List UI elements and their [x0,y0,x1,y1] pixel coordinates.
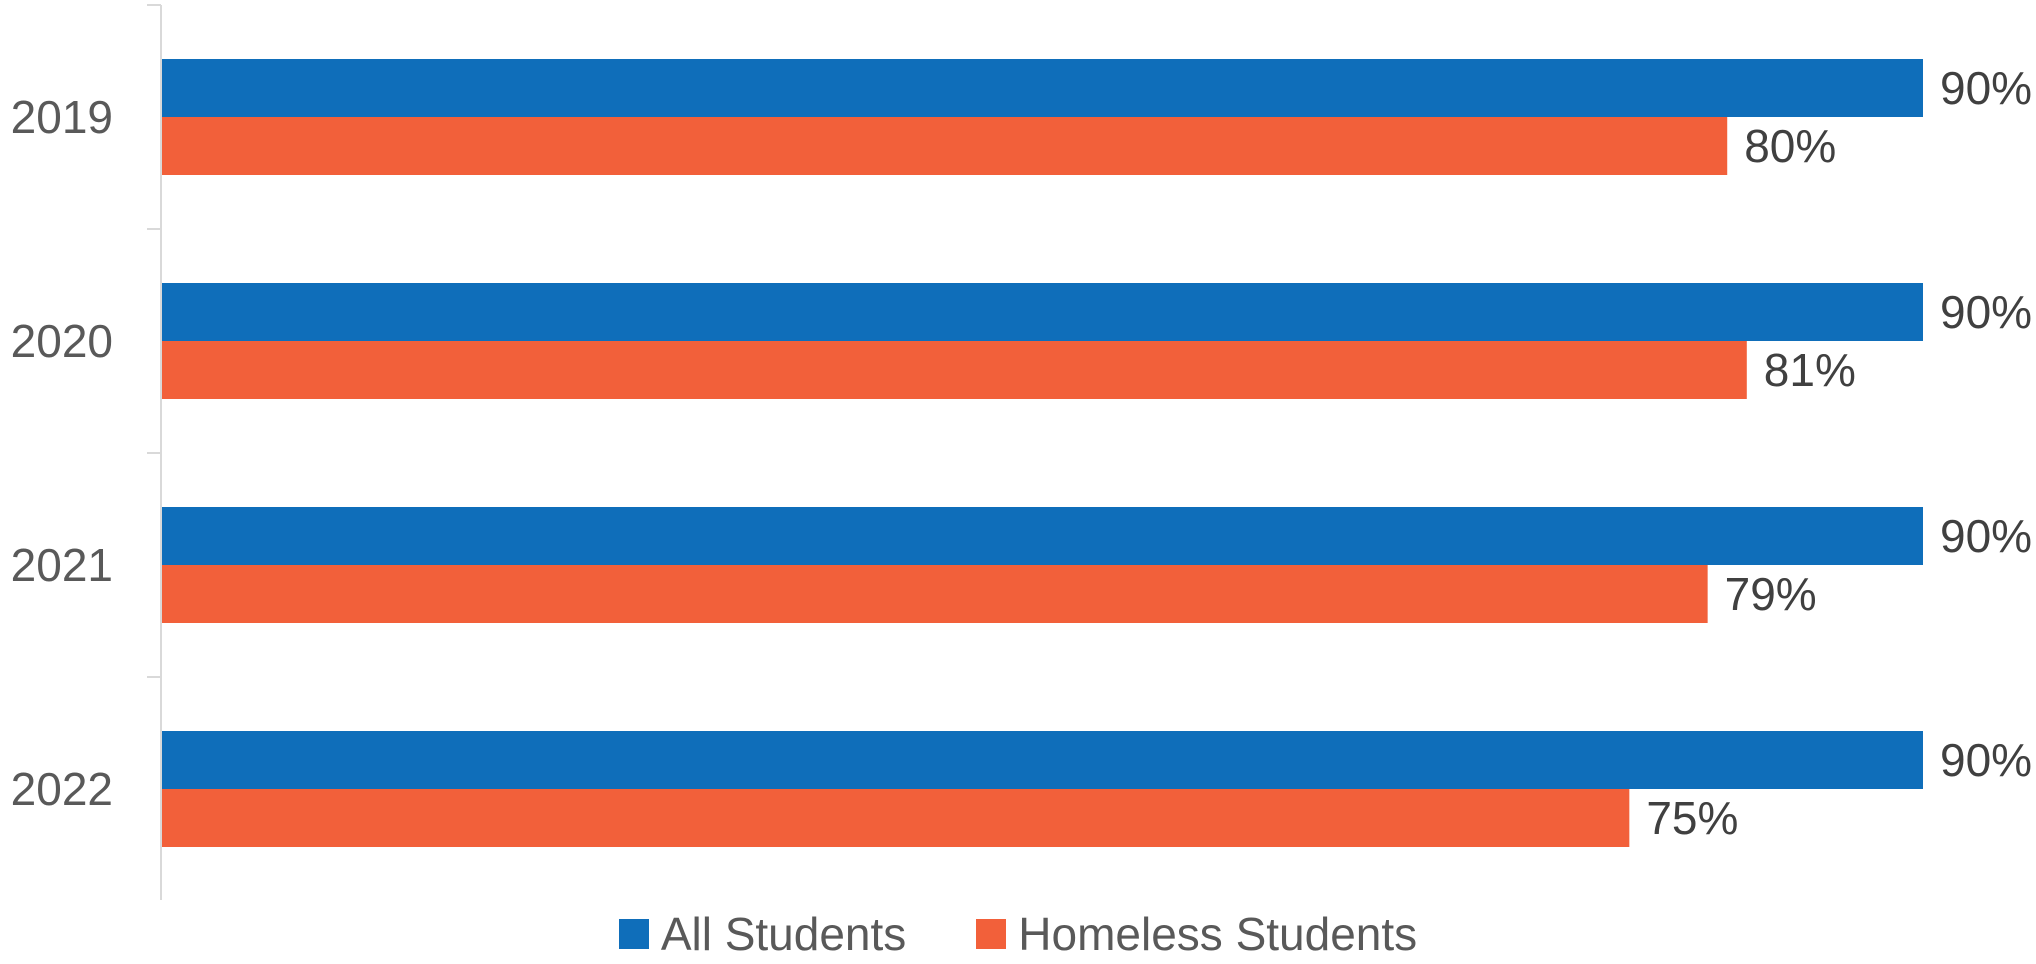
data-label-all-students-2021: 90% [1940,510,2032,562]
data-label-homeless-students-2020: 81% [1764,344,1856,396]
bar-homeless-students-2019 [162,117,1728,175]
data-label-homeless-students-2021: 79% [1725,568,1817,620]
data-label-all-students-2020: 90% [1940,286,2032,338]
legend-swatch-homeless-students [976,919,1007,949]
data-label-homeless-students-2022: 75% [1646,792,1738,844]
bar-homeless-students-2021 [162,565,1708,623]
legend: All Students Homeless Students [0,905,2036,963]
category-label-2020: 2020 [11,315,113,367]
legend-label-homeless-students: Homeless Students [1018,908,1418,960]
bar-all-students-2021 [162,507,1923,565]
bar-all-students-2019 [162,59,1923,117]
bar-homeless-students-2020 [162,341,1747,399]
bar-homeless-students-2022 [162,789,1630,847]
bar-all-students-2020 [162,283,1923,341]
data-label-all-students-2019: 90% [1940,62,2032,114]
legend-swatch-all-students [618,919,649,949]
data-label-homeless-students-2019: 80% [1744,120,1836,172]
category-label-2019: 2019 [11,91,113,143]
bar-chart: 2019 90% 80% 2020 90% 81% 2021 90% 79% 2022 90% 75% [11,4,2032,900]
category-label-2022: 2022 [11,763,113,815]
legend-item-homeless-students: Homeless Students [976,907,1417,961]
legend-label-all-students: All Students [660,908,907,960]
category-label-2021: 2021 [11,539,113,591]
bar-all-students-2022 [162,731,1923,789]
legend-item-all-students: All Students [618,907,907,961]
data-label-all-students-2022: 90% [1940,734,2032,786]
